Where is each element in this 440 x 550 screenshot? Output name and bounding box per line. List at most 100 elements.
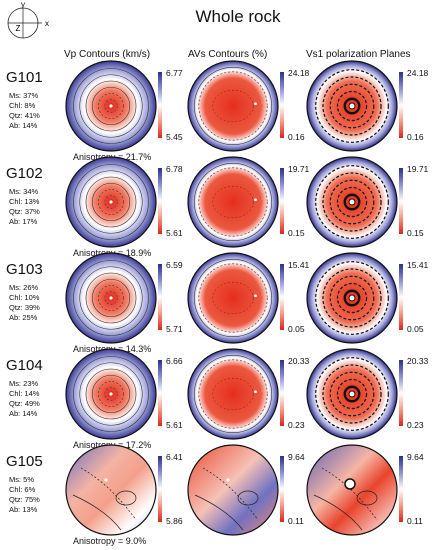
contour-line <box>104 291 118 305</box>
contour-line <box>194 494 244 531</box>
colorbar-max-label: 24.18 <box>407 68 429 78</box>
center-marker <box>348 198 356 206</box>
stereonet-vp: 6.78 5.61 <box>65 156 183 248</box>
stereonet-vp: 6.66 5.61 <box>65 348 183 440</box>
contour-line <box>73 68 149 144</box>
polarization-ring <box>315 261 389 335</box>
polarization-ring <box>315 357 389 431</box>
contour-line <box>91 278 131 318</box>
stereonet-avs: 15.41 0.05 <box>187 252 310 344</box>
contour-line <box>85 368 137 420</box>
stereonet-fill <box>306 444 398 536</box>
colorbar-min-label: 0.23 <box>288 420 305 430</box>
contour-line <box>115 490 137 506</box>
colorbar <box>399 168 403 234</box>
contour-line <box>98 189 124 215</box>
sample-row: G102 Ms: 34%Chl: 13%Qtz: 37%Ab: 17% 6.78 5.… <box>6 156 429 258</box>
colorbar-max-label: 15.41 <box>407 260 429 270</box>
sample-id: G103 <box>6 261 43 278</box>
stereonet-avs: 9.64 0.11 <box>187 444 305 536</box>
mineral-percentage: Ms: 34% <box>9 187 39 196</box>
contour-line <box>198 359 268 429</box>
mineral-percentage: Ms: 23% <box>9 379 39 388</box>
mineral-percentage: Ab: 17% <box>9 217 38 226</box>
mineral-percentage: Ab: 14% <box>9 409 38 418</box>
stereonet-avs: 20.33 0.23 <box>187 348 310 440</box>
contour-line <box>194 354 273 433</box>
mineral-percentage: Qtz: 41% <box>9 111 40 120</box>
stereonet-fill <box>65 444 157 536</box>
contour-line <box>212 186 254 218</box>
contour-line <box>104 99 118 113</box>
stereonet-avs: 24.18 0.16 <box>187 60 310 152</box>
mineral-percentage: Chl: 6% <box>9 485 36 494</box>
contour-line <box>79 362 143 426</box>
polarization-ring <box>329 371 375 417</box>
contour-line <box>198 71 268 141</box>
mineral-percentage: Qtz: 39% <box>9 303 40 312</box>
sample-row: G105 Ms: 5%Chl: 6%Qtz: 75%Ab: 13% 6.41 5.86… <box>6 444 424 546</box>
mineral-percentage: Ab: 13% <box>9 505 38 514</box>
maximum-marker <box>104 478 108 482</box>
maximum-marker <box>254 390 257 394</box>
mineral-percentage: Ms: 37% <box>9 91 39 100</box>
sample-row: G103 Ms: 26%Chl: 10%Qtz: 39%Ab: 25% 6.59 5.… <box>6 252 429 354</box>
stereonet-fill <box>187 348 279 440</box>
axis-y-label: y <box>21 0 25 9</box>
contour-line <box>237 490 259 506</box>
colorbar <box>399 264 403 330</box>
polarization-ring <box>315 165 389 239</box>
contour-line <box>80 467 137 521</box>
polarization-ring <box>343 289 361 307</box>
stereonet-fill <box>187 252 279 344</box>
contour-line <box>194 67 273 146</box>
contour-line <box>198 167 268 237</box>
polarization-ring <box>315 69 389 143</box>
maximum-marker <box>109 200 113 204</box>
colorbar-max-label: 19.71 <box>407 164 429 174</box>
mineral-percentage: Qtz: 37% <box>9 207 40 216</box>
sample-row: G104 Ms: 23%Chl: 14%Qtz: 49%Ab: 14% 6.66 5.… <box>6 348 429 450</box>
colorbar-min-label: 5.61 <box>166 420 183 430</box>
contour-line <box>104 195 118 209</box>
contour-line <box>73 260 149 336</box>
colorbar <box>280 264 284 330</box>
contour-line <box>79 170 143 234</box>
colorbar <box>280 72 284 138</box>
sample-id: G105 <box>6 453 43 470</box>
contour-line <box>91 374 131 414</box>
colorbar <box>158 72 162 138</box>
colorbar <box>158 456 162 522</box>
mineral-percentage: Ms: 26% <box>9 283 39 292</box>
colorbar <box>399 456 403 522</box>
polarization-ring <box>336 90 368 122</box>
colorbar-max-label: 6.41 <box>166 452 183 462</box>
colorbar-max-label: 20.33 <box>288 356 310 366</box>
contour-line <box>73 356 149 432</box>
axis-z-label: Z <box>16 24 21 33</box>
stereonet-fill <box>187 60 279 152</box>
stereonet-vs1: 20.33 0.23 <box>306 348 429 440</box>
polarization-ring <box>343 97 361 115</box>
polarization-ring <box>336 378 368 410</box>
colorbar-max-label: 6.77 <box>166 68 183 78</box>
maximum-marker <box>109 296 113 300</box>
mineral-percentage: Qtz: 75% <box>9 495 40 504</box>
colorbar-max-label: 6.66 <box>166 356 183 366</box>
colorbar-min-label: 0.16 <box>407 132 424 142</box>
maximum-marker <box>109 392 113 396</box>
maximum-marker <box>109 104 113 108</box>
stereonet-vs1: 19.71 0.15 <box>306 156 429 248</box>
mineral-percentage: Chl: 13% <box>9 197 40 206</box>
column-header-avs: AVs Contours (%) <box>188 49 267 60</box>
sample-id: G104 <box>6 357 43 374</box>
stereonet-vp: 6.41 5.86 <box>65 444 183 536</box>
polarization-ring <box>336 186 368 218</box>
contour-line <box>85 80 137 132</box>
colorbar <box>158 264 162 330</box>
polarization-ring <box>329 275 375 321</box>
mineral-percentage: Ab: 14% <box>9 121 38 130</box>
colorbar-max-label: 15.41 <box>288 260 310 270</box>
colorbar-max-label: 9.64 <box>407 452 424 462</box>
center-marker <box>348 294 356 302</box>
